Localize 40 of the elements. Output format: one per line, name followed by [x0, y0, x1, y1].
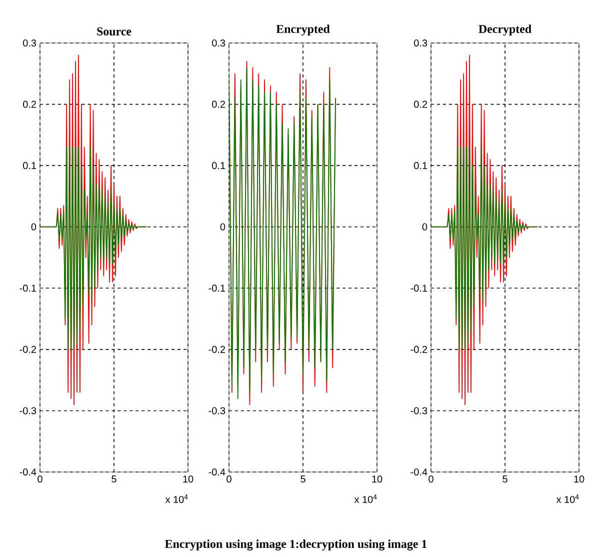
chart-title: Encrypted — [276, 24, 330, 36]
y-tick-label: -0.1 — [208, 284, 226, 292]
y-tick-label: 0 — [220, 223, 226, 230]
y-tick-label: 0.2 — [414, 100, 427, 108]
y-tick-label: -0.3 — [208, 407, 226, 414]
y-tick-label: 0.1 — [212, 162, 226, 170]
x-tick-label: 10 — [574, 476, 584, 483]
y-tick-label: 0.2 — [23, 100, 36, 108]
x-tick-label: 5 — [502, 476, 508, 482]
x-tick-label: 10 — [183, 476, 194, 483]
x-tick-label: 5 — [112, 476, 116, 482]
y-tick-label: 0.1 — [23, 162, 36, 170]
y-tick-label: 0.3 — [414, 39, 428, 47]
y-tick-label: 0.3 — [23, 39, 36, 47]
x-tick-label: 0 — [38, 476, 42, 483]
x-tick-label: 0 — [428, 476, 434, 483]
text: Encryption using image 1:decryption using image 1 — [165, 540, 427, 550]
y-tick-label: -0.3 — [410, 407, 428, 414]
chart-title: Decrypted — [478, 24, 532, 36]
chart-title: Source — [97, 27, 132, 36]
y-tick-label: 0.2 — [212, 100, 225, 108]
text: x 10$^{4}$ — [556, 494, 579, 504]
y-tick-label: -0.1 — [20, 284, 36, 292]
y-tick-label: 0.1 — [414, 162, 428, 170]
x-tick-label: 5 — [300, 476, 306, 482]
y-tick-label: -0.3 — [20, 407, 36, 414]
y-tick-label: -0.4 — [208, 468, 226, 476]
y-tick-label: -0.2 — [410, 346, 427, 353]
text: x 10$^{4}$ — [165, 494, 188, 504]
x-tick-label: 10 — [372, 476, 382, 483]
y-tick-label: 0 — [31, 223, 36, 230]
text: x 10$^{4}$ — [354, 494, 377, 504]
y-tick-label: -0.4 — [20, 468, 36, 476]
y-tick-label: 0.3 — [212, 39, 226, 47]
y-tick-label: -0.2 — [208, 346, 225, 353]
x-tick-label: 0 — [226, 476, 232, 483]
y-tick-label: -0.2 — [20, 346, 36, 353]
y-tick-label: -0.1 — [410, 284, 428, 292]
y-tick-label: -0.4 — [410, 468, 428, 476]
y-tick-label: 0 — [422, 223, 428, 230]
